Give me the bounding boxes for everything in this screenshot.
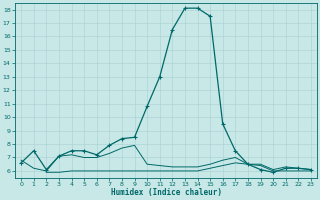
X-axis label: Humidex (Indice chaleur): Humidex (Indice chaleur) [110,188,221,197]
